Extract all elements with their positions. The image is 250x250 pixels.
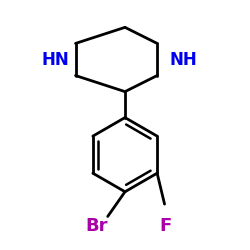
Text: NH: NH	[170, 51, 197, 69]
Text: Br: Br	[85, 217, 108, 235]
Text: HN: HN	[42, 51, 70, 69]
Text: F: F	[160, 217, 172, 235]
